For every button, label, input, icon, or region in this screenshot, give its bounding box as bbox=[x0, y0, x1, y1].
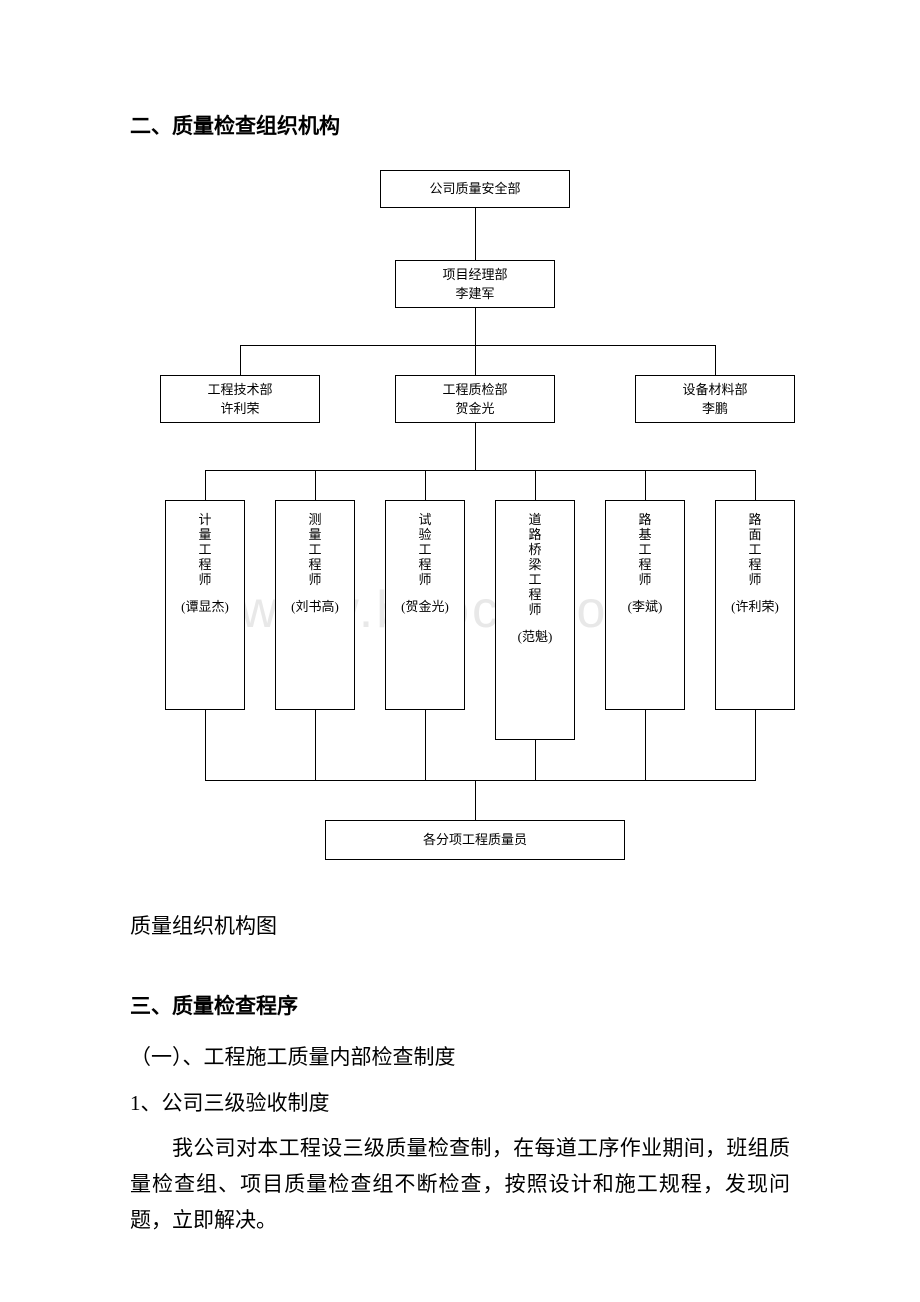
node-road-bridge-eng: 道路桥梁工程师 (范魁) bbox=[495, 500, 575, 740]
edge-line bbox=[715, 345, 716, 375]
node-4c-name: (贺金光) bbox=[386, 596, 464, 615]
subsection-1-1: 1、公司三级验收制度 bbox=[130, 1086, 790, 1122]
edge-line bbox=[475, 208, 476, 260]
edge-line bbox=[755, 470, 756, 500]
edge-line bbox=[755, 710, 756, 780]
node-4c-title: 试验工程师 bbox=[419, 513, 432, 588]
section-3-heading: 三、质量检查程序 bbox=[130, 990, 790, 1020]
node-company-qa-label: 公司质量安全部 bbox=[429, 179, 520, 199]
node-bottom-label: 各分项工程质量员 bbox=[423, 830, 527, 850]
node-company-qa: 公司质量安全部 bbox=[380, 170, 570, 208]
edge-line bbox=[645, 470, 646, 500]
edge-line bbox=[535, 740, 536, 780]
node-project-manager: 项目经理部 李建军 bbox=[395, 260, 555, 308]
edge-line bbox=[475, 780, 476, 820]
node-4a-name: (谭显杰) bbox=[166, 596, 244, 615]
node-qc-dept: 工程质检部 贺金光 bbox=[395, 375, 555, 423]
node-4a-title: 计量工程师 bbox=[199, 513, 212, 588]
node-4b-name: (刘书高) bbox=[276, 596, 354, 615]
edge-line bbox=[205, 780, 756, 781]
edge-line bbox=[240, 345, 716, 346]
node-qc-label1: 工程质检部 bbox=[442, 380, 507, 400]
section-2-heading: 二、质量检查组织机构 bbox=[130, 110, 790, 140]
node-eng-tech-label2: 许利荣 bbox=[220, 399, 259, 419]
chart-caption: 质量组织机构图 bbox=[130, 910, 790, 940]
node-4d-title: 道路桥梁工程师 bbox=[529, 513, 542, 618]
node-4b-title: 测量工程师 bbox=[309, 513, 322, 588]
edge-line bbox=[425, 470, 426, 500]
node-measure-eng: 计量工程师 (谭显杰) bbox=[165, 500, 245, 710]
edge-line bbox=[240, 345, 241, 375]
edge-line bbox=[205, 710, 206, 780]
node-4e-name: (李斌) bbox=[606, 596, 684, 615]
node-pm-label2: 李建军 bbox=[455, 284, 494, 304]
edge-line bbox=[425, 710, 426, 780]
node-4f-title: 路面工程师 bbox=[749, 513, 762, 588]
subsection-1: （一）、工程施工质量内部检查制度 bbox=[130, 1040, 790, 1076]
node-survey-eng: 测量工程师 (刘书高) bbox=[275, 500, 355, 710]
node-eng-tech-label1: 工程技术部 bbox=[207, 380, 272, 400]
org-chart: www.bdocx.com 公司质量安全部 项目经理部 李建军 工程技术部 许利… bbox=[100, 160, 800, 880]
edge-line bbox=[315, 470, 316, 500]
edge-line bbox=[315, 710, 316, 780]
edge-line bbox=[205, 470, 756, 471]
edge-line bbox=[475, 423, 476, 470]
node-equip-label2: 李鹏 bbox=[702, 399, 728, 419]
node-4f-name: (许利荣) bbox=[716, 596, 794, 615]
node-eng-tech: 工程技术部 许利荣 bbox=[160, 375, 320, 423]
node-equip-mat: 设备材料部 李鹏 bbox=[635, 375, 795, 423]
node-pm-label1: 项目经理部 bbox=[442, 265, 507, 285]
node-qc-label2: 贺金光 bbox=[455, 399, 494, 419]
edge-line bbox=[535, 470, 536, 500]
edge-line bbox=[475, 308, 476, 375]
node-subgrade-eng: 路基工程师 (李斌) bbox=[605, 500, 685, 710]
node-pavement-eng: 路面工程师 (许利荣) bbox=[715, 500, 795, 710]
node-4d-name: (范魁) bbox=[496, 626, 574, 645]
node-equip-label1: 设备材料部 bbox=[682, 380, 747, 400]
node-4e-title: 路基工程师 bbox=[639, 513, 652, 588]
edge-line bbox=[205, 470, 206, 500]
node-test-eng: 试验工程师 (贺金光) bbox=[385, 500, 465, 710]
edge-line bbox=[645, 710, 646, 780]
body-paragraph: 我公司对本工程设三级质量检查制，在每道工序作业期间，班组质量检查组、项目质量检查… bbox=[130, 1131, 790, 1238]
node-subproject-qc: 各分项工程质量员 bbox=[325, 820, 625, 860]
